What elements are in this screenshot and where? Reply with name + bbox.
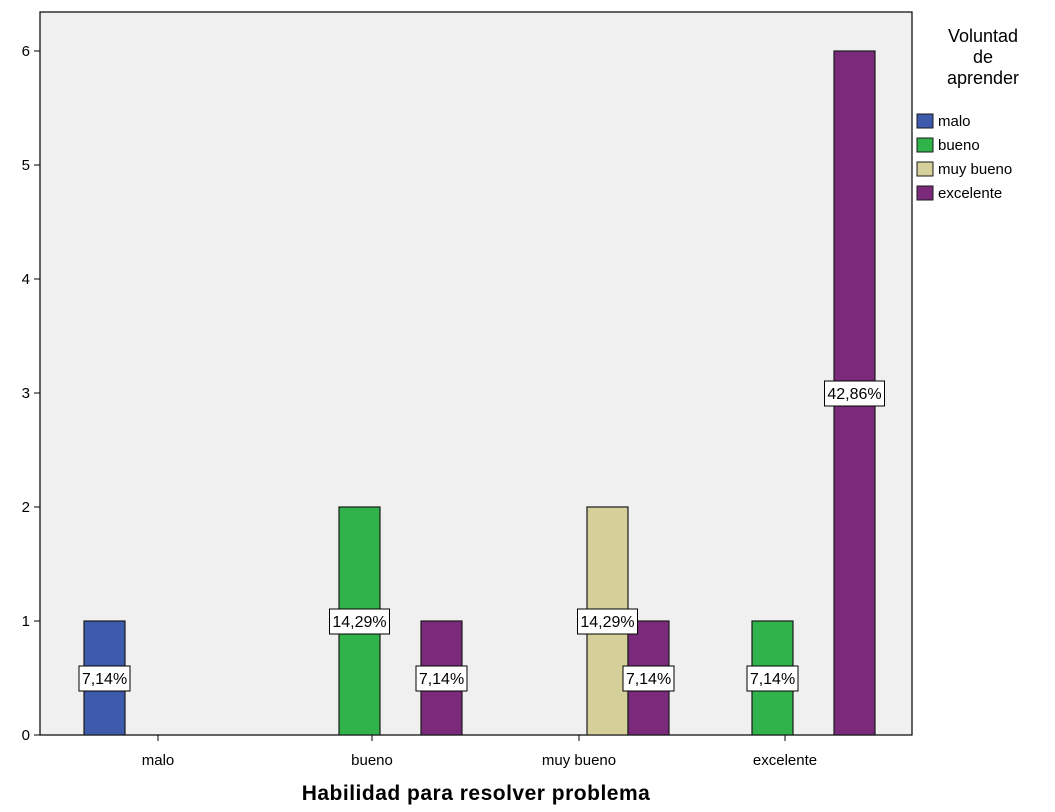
data-label: 7,14% [746, 665, 799, 692]
data-label-text: 7,14% [626, 671, 671, 688]
x-axis: malo bueno muy bueno excelente [142, 735, 817, 769]
x-tick-label: muy bueno [542, 752, 616, 769]
data-label: 14,29% [329, 608, 390, 635]
x-axis-title: Habilidad para resolver problema [302, 782, 651, 805]
legend-swatch [916, 113, 934, 129]
x-tick-label: bueno [351, 752, 393, 769]
data-label-box [824, 380, 885, 407]
data-label: 7,14% [415, 665, 468, 692]
data-label-box [78, 665, 131, 692]
legend-label: muy bueno [938, 161, 1012, 178]
data-label-text: 7,14% [82, 671, 127, 688]
data-label: 14,29% [577, 608, 638, 635]
legend-swatch [916, 137, 934, 153]
legend-label: excelente [938, 185, 1002, 202]
data-label: 42,86% [824, 380, 885, 407]
y-tick-label: 5 [22, 157, 30, 174]
y-axis: 0 1 2 3 4 5 6 [22, 43, 40, 744]
data-label-text: 42,86% [827, 386, 881, 403]
data-label-box [622, 665, 675, 692]
data-label-text: 7,14% [750, 671, 795, 688]
data-label-box [329, 608, 390, 635]
y-tick-label: 0 [22, 727, 30, 744]
data-label-box [415, 665, 468, 692]
y-tick-label: 3 [22, 385, 30, 402]
legend-swatch [916, 161, 934, 177]
legend-title: aprender [947, 68, 1019, 88]
legend-title: Voluntad [948, 26, 1018, 46]
y-tick-label: 2 [22, 499, 30, 516]
data-label: 7,14% [622, 665, 675, 692]
data-label-box [577, 608, 638, 635]
legend-swatch [916, 185, 934, 201]
y-tick-label: 4 [22, 271, 30, 288]
data-labels: 7,14% 14,29% 7,14% 14,29% 7,14% 7,14% 42,86% [78, 380, 885, 692]
data-label-text: 7,14% [419, 671, 464, 688]
plot-area [39, 11, 913, 736]
y-tick-label: 1 [22, 613, 30, 630]
data-label-text: 14,29% [580, 614, 634, 631]
y-tick-label: 6 [22, 43, 30, 60]
data-label: 7,14% [78, 665, 131, 692]
legend-label: bueno [938, 137, 980, 154]
legend-label: malo [938, 113, 971, 130]
x-tick-label: excelente [753, 752, 817, 769]
x-tick-label: malo [142, 752, 175, 769]
data-label-text: 14,29% [332, 614, 386, 631]
data-label-box [746, 665, 799, 692]
legend-title: de [973, 47, 993, 67]
